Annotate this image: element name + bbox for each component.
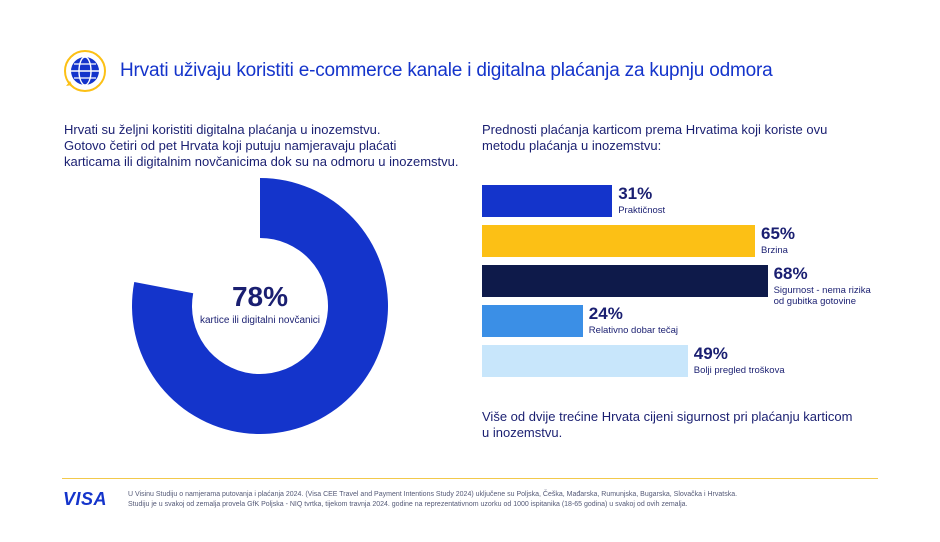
bar-value-label: 31% [618,184,653,203]
bar-chart: 31% Praktičnost 65% Brzina 68% Sigurnost - ne… [482,185,882,385]
donut-center: 78% kartice ili digitalni novčanici [180,281,340,327]
bar-category-label-line: Relativno dobar tečaj [588,325,679,336]
donut-value-arc [132,178,388,434]
divider [62,478,878,479]
bar-value-label: 65% [761,224,796,243]
bar-1 [482,185,613,217]
intro-line: Hrvati su željni koristiti digitalna pla… [64,122,381,137]
bar-value-label: 68% [773,264,808,283]
bar-2 [482,225,755,257]
bar-category-label-line: Bolji pregled troškova [693,365,785,376]
footnote-line: U Visinu Studiju o namjerama putovanja i… [128,491,738,498]
bar-3 [482,265,768,297]
bar-category-label-line: Sigurnost - nema rizika [773,285,871,296]
bar-category-label-line: od gubitka gotovine [773,296,856,307]
bar-value-label: 49% [693,344,728,363]
bar-4 [482,305,583,337]
bar-category-label: Sigurnost - nema rizika od gubitka gotovi… [774,285,871,307]
intro-line: karticama ili digitalnim novčanicima dok… [64,154,459,169]
bars-heading: Prednosti plaćanja karticom prema Hrvati… [482,122,828,153]
left-intro-text: Hrvati su željni koristiti digitalna pla… [64,122,474,170]
donut-chart [132,178,388,434]
bar-category-label: Brzina [761,245,788,256]
bar-category-label-line: Praktičnost [618,205,666,216]
intro-line: Gotovo četiri od pet Hrvata koji putuju … [64,138,397,153]
footnote: U Visinu Studiju o namjerama putovanja i… [128,490,848,509]
footnote-line: Studiju je u svakoj od zemalja provela G… [128,500,688,508]
bar-category-label: Bolji pregled troškova [694,365,785,376]
bar-category-label-line: Brzina [761,245,788,256]
globe-icon [64,50,106,92]
visa-logo: VISA [63,489,108,509]
bottom-note: Više od dvije trećine Hrvata cijeni sigu… [482,409,853,440]
donut-caption: kartice ili digitalni novčanici [199,315,321,326]
bar-category-label: Relativno dobar tečaj [589,325,678,336]
page-title: Hrvati uživaju koristiti e-commerce kana… [120,60,773,81]
bar-5 [482,345,688,377]
donut-value-label: 78% [231,281,289,312]
bar-value-label: 24% [588,304,623,323]
bar-category-label: Praktičnost [618,205,665,216]
